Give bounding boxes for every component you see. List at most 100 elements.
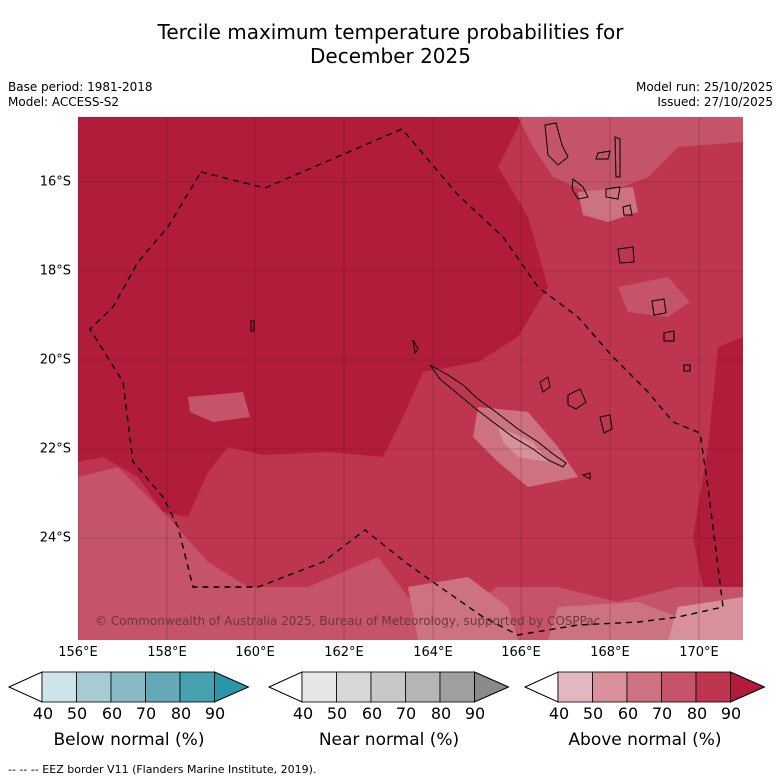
isle-of-pines [581, 472, 591, 480]
region-above-60-southeast [548, 602, 698, 640]
below-normal-title: Below normal (%) [53, 730, 205, 750]
lon-label-160e: 160°E [235, 645, 275, 660]
above-tick-60: 60 [617, 704, 639, 723]
colorbar-extend-low [268, 671, 303, 703]
colorbar-near-normal [268, 671, 510, 703]
colorbar-above-normal [524, 671, 766, 703]
colorbar-bin-5 [179, 671, 215, 703]
below-tick-80: 80 [170, 704, 192, 723]
colorbar-bin-2 [336, 671, 372, 703]
near-tick-60: 60 [361, 704, 383, 723]
region-above-70-mid [618, 277, 690, 317]
colorbar-bin-5 [439, 671, 475, 703]
title-line-2: December 2025 [310, 44, 471, 68]
lifou-island [567, 388, 587, 410]
epi-island [605, 186, 621, 200]
above-tick-70: 70 [651, 704, 673, 723]
ambae-island [595, 150, 611, 160]
lon-label-168e: 168°E [590, 645, 630, 660]
below-tick-90: 90 [204, 704, 226, 723]
lat-label-16s: 16°S [39, 174, 71, 190]
title-line-1: Tercile maximum temperature probabilitie… [157, 20, 624, 44]
above-tick-90: 90 [720, 704, 742, 723]
colorbar-bin-2 [592, 671, 628, 703]
lon-label-156e: 156°E [58, 645, 98, 660]
espiritu-santo [544, 122, 569, 166]
malakula-island [571, 178, 589, 200]
below-tick-40: 40 [32, 704, 54, 723]
region-above-50-caledonia [498, 427, 548, 462]
meta-left: Base period: 1981-2018 Model: ACCESS-S2 [8, 80, 153, 110]
eez-footnote: -- -- -- EEZ border V11 (Flanders Marine… [8, 763, 317, 776]
near-tick-40: 40 [292, 704, 314, 723]
chesterfield-islands [250, 320, 255, 332]
colorbar-extend-high [214, 671, 250, 703]
map-title: Tercile maximum temperature probabilitie… [0, 20, 781, 68]
map-credit: © Commonwealth of Australia 2025, Bureau… [95, 614, 601, 628]
eez-border [89, 128, 724, 636]
region-above-70-west [188, 392, 250, 422]
colorbar-bin-3 [370, 671, 406, 703]
near-tick-90: 90 [464, 704, 486, 723]
lat-label-22s: 22°S [39, 441, 71, 457]
shepherd-islands [622, 204, 633, 216]
new-caledonia-coast [429, 364, 567, 468]
tanna-island [663, 330, 675, 342]
colorbar-extend-low [524, 671, 559, 703]
below-tick-70: 70 [135, 704, 157, 723]
efate-island [617, 246, 635, 264]
colorbar-bin-3 [626, 671, 662, 703]
mare-island [599, 414, 613, 434]
near-tick-70: 70 [395, 704, 417, 723]
lon-label-170e: 170°E [679, 645, 719, 660]
near-tick-50: 50 [326, 704, 348, 723]
lat-label-18s: 18°S [39, 263, 71, 279]
near-normal-title: Near normal (%) [318, 730, 460, 750]
colorbar-extend-high [730, 671, 766, 703]
colorbar-bin-1 [41, 671, 77, 703]
above-tick-50: 50 [582, 704, 604, 723]
colorbar-bin-4 [661, 671, 697, 703]
below-tick-60: 60 [101, 704, 123, 723]
region-above-90 [78, 117, 548, 517]
above-tick-40: 40 [548, 704, 570, 723]
region-above-60-south [408, 577, 518, 640]
aneityum-island [683, 364, 691, 372]
region-above-70-south [78, 467, 743, 640]
meta-right: Model run: 25/10/2025 Issued: 27/10/2025 [636, 80, 773, 110]
colorbar-extend-high [474, 671, 510, 703]
colorbar-bin-4 [405, 671, 441, 703]
erromango-island [651, 298, 667, 316]
belep-islands [412, 339, 419, 355]
ouvea-island [539, 376, 551, 393]
lat-label-20s: 20°S [39, 352, 71, 368]
above-normal-title: Above normal (%) [568, 730, 722, 750]
region-above-50-southeast [668, 597, 743, 640]
maewo-island [614, 136, 621, 178]
colorbar-below-normal [8, 671, 250, 703]
colorbar-extend-low [8, 671, 43, 703]
graticule [78, 117, 743, 640]
region-above-60-islands [578, 187, 638, 222]
lat-label-24s: 24°S [39, 530, 71, 546]
colorbar-bin-1 [301, 671, 337, 703]
above-tick-80: 80 [686, 704, 708, 723]
lon-label-166e: 166°E [501, 645, 541, 660]
issued-date: Issued: 27/10/2025 [657, 95, 773, 109]
below-tick-50: 50 [66, 704, 88, 723]
model-run: Model run: 25/10/2025 [635, 80, 773, 94]
base-period: Base period: 1981-2018 [8, 80, 153, 94]
colorbar-bin-2 [76, 671, 112, 703]
region-above-90-east [693, 337, 743, 640]
near-tick-80: 80 [430, 704, 452, 723]
lon-label-158e: 158°E [147, 645, 187, 660]
colorbar-bin-1 [557, 671, 593, 703]
colorbar-bin-5 [695, 671, 731, 703]
colorbar-bin-3 [110, 671, 146, 703]
probability-map[interactable] [78, 117, 743, 640]
lon-label-164e: 164°E [413, 645, 453, 660]
lon-label-162e: 162°E [324, 645, 364, 660]
model-name: Model: ACCESS-S2 [8, 95, 120, 109]
region-above-70-north [518, 117, 743, 197]
colorbar-bin-4 [145, 671, 181, 703]
